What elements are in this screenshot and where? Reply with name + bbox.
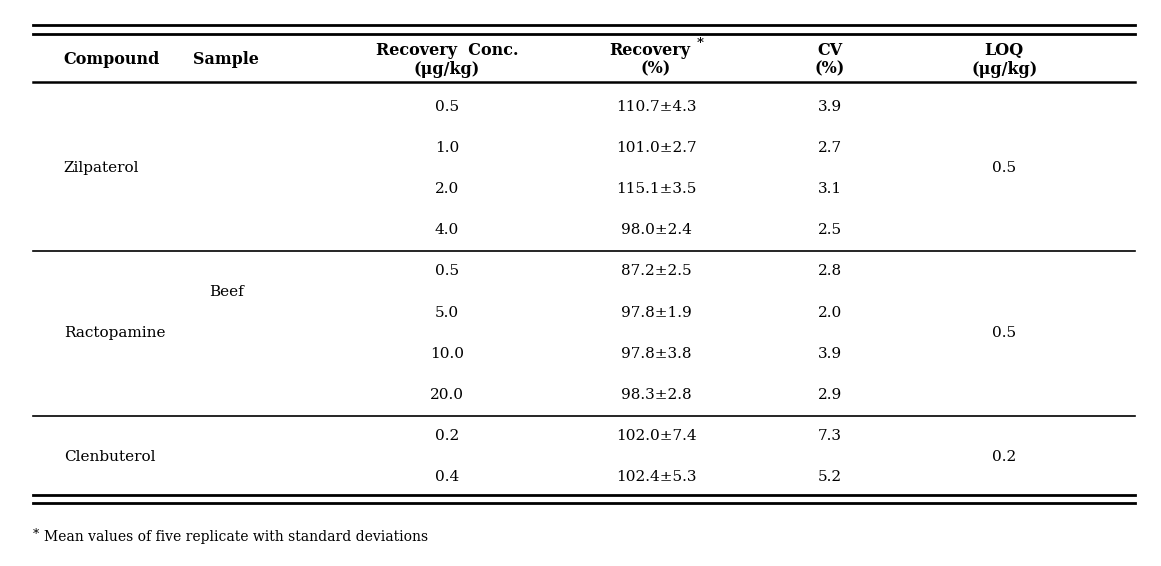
Text: 2.9: 2.9 bbox=[819, 388, 842, 402]
Text: Compound: Compound bbox=[64, 52, 160, 68]
Text: LOQ: LOQ bbox=[985, 42, 1024, 59]
Text: 0.5: 0.5 bbox=[993, 161, 1016, 175]
Text: 102.0±7.4: 102.0±7.4 bbox=[615, 429, 697, 443]
Text: *: * bbox=[33, 528, 38, 541]
Text: 0.2: 0.2 bbox=[993, 450, 1016, 464]
Text: 5.2: 5.2 bbox=[819, 470, 842, 484]
Text: Mean values of five replicate with standard deviations: Mean values of five replicate with stand… bbox=[44, 530, 428, 544]
Text: (μg/kg): (μg/kg) bbox=[971, 61, 1038, 78]
Text: 98.3±2.8: 98.3±2.8 bbox=[621, 388, 691, 402]
Text: 97.8±1.9: 97.8±1.9 bbox=[621, 306, 691, 320]
Text: 5.0: 5.0 bbox=[435, 306, 459, 320]
Text: Recovery  Conc.: Recovery Conc. bbox=[376, 42, 518, 59]
Text: 97.8±3.8: 97.8±3.8 bbox=[621, 347, 691, 361]
Text: 102.4±5.3: 102.4±5.3 bbox=[615, 470, 697, 484]
Text: 0.4: 0.4 bbox=[435, 470, 459, 484]
Text: 0.5: 0.5 bbox=[435, 100, 459, 114]
Text: (μg/kg): (μg/kg) bbox=[413, 61, 481, 78]
Text: 3.1: 3.1 bbox=[819, 182, 842, 196]
Text: 2.5: 2.5 bbox=[819, 223, 842, 237]
Text: Recovery: Recovery bbox=[610, 42, 691, 59]
Text: 98.0±2.4: 98.0±2.4 bbox=[620, 223, 692, 237]
Text: 7.3: 7.3 bbox=[819, 429, 842, 443]
Text: *: * bbox=[697, 37, 704, 49]
Text: 2.8: 2.8 bbox=[819, 264, 842, 278]
Text: Zilpaterol: Zilpaterol bbox=[64, 161, 139, 175]
Text: 20.0: 20.0 bbox=[430, 388, 464, 402]
Text: Beef: Beef bbox=[209, 285, 244, 299]
Text: 3.9: 3.9 bbox=[819, 100, 842, 114]
Text: 4.0: 4.0 bbox=[435, 223, 459, 237]
Text: 0.5: 0.5 bbox=[993, 326, 1016, 340]
Text: 115.1±3.5: 115.1±3.5 bbox=[615, 182, 697, 196]
Text: 110.7±4.3: 110.7±4.3 bbox=[615, 100, 697, 114]
Text: 10.0: 10.0 bbox=[430, 347, 464, 361]
Text: 2.0: 2.0 bbox=[819, 306, 842, 320]
Text: CV: CV bbox=[817, 42, 843, 59]
Text: 0.2: 0.2 bbox=[435, 429, 459, 443]
Text: (%): (%) bbox=[641, 61, 671, 78]
Text: Sample: Sample bbox=[194, 52, 259, 68]
Text: Clenbuterol: Clenbuterol bbox=[64, 450, 156, 464]
Text: 3.9: 3.9 bbox=[819, 347, 842, 361]
Text: 101.0±2.7: 101.0±2.7 bbox=[615, 141, 697, 155]
Text: 2.7: 2.7 bbox=[819, 141, 842, 155]
Text: (%): (%) bbox=[815, 61, 845, 78]
Text: Ractopamine: Ractopamine bbox=[64, 326, 165, 340]
Text: 87.2±2.5: 87.2±2.5 bbox=[621, 264, 691, 278]
Text: 2.0: 2.0 bbox=[435, 182, 459, 196]
Text: 1.0: 1.0 bbox=[435, 141, 459, 155]
Text: 0.5: 0.5 bbox=[435, 264, 459, 278]
